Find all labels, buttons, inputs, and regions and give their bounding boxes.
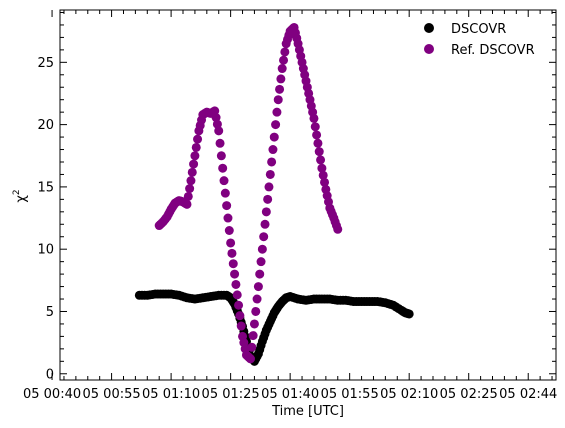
data-point (280, 47, 290, 57)
data-point (218, 163, 228, 173)
y-axis-label-superscript: 2 (12, 189, 22, 195)
data-point (265, 169, 275, 179)
data-point (216, 151, 226, 161)
data-point (259, 232, 269, 242)
data-point (273, 95, 283, 105)
data-point (275, 84, 285, 94)
y-tick-label: 5 (46, 305, 54, 320)
data-point (248, 331, 258, 341)
data-point (219, 176, 229, 186)
data-point (249, 319, 259, 329)
plot-area-frame (59, 9, 557, 381)
x-axis-ticks: 05 00:40 05 00:55 05 01:10 05 01:25 05 01:40… (23, 10, 557, 402)
data-point (252, 294, 262, 304)
data-point (404, 309, 414, 319)
x-tick-label: 05 02:25 (440, 387, 498, 402)
x-tick-label: 05 02:10 (380, 387, 438, 402)
data-point (182, 199, 192, 209)
data-point (310, 122, 320, 132)
x-tick-label: 05 02:44 (499, 387, 557, 402)
data-point (276, 74, 286, 84)
data-point (253, 282, 263, 292)
legend-marker-ref-dscovr (424, 44, 434, 54)
y-tick-label: 0 (46, 367, 54, 382)
data-point (193, 134, 203, 144)
series-ref-dscovr (154, 22, 343, 364)
data-point (277, 64, 287, 74)
x-tick-label: 05 01:25 (202, 387, 260, 402)
data-point (314, 147, 324, 157)
data-point (226, 238, 236, 248)
data-point (187, 167, 197, 177)
data-point (183, 191, 193, 201)
legend-label-dscovr: DSCOVR (451, 22, 506, 37)
data-point (317, 163, 327, 173)
data-point (190, 151, 200, 161)
data-point (235, 311, 245, 321)
y-axis-label: χ2 (12, 189, 29, 202)
data-point (231, 279, 241, 289)
data-point (185, 184, 195, 194)
data-point (214, 126, 224, 136)
legend: DSCOVR Ref. DSCOVR (424, 22, 535, 58)
scatter-points (134, 22, 414, 366)
data-point (267, 157, 277, 167)
legend-marker-dscovr (424, 23, 434, 33)
data-point (309, 113, 319, 123)
x-axis-label: Time [UTC] (271, 404, 344, 419)
x-tick-label: 05 01:10 (142, 387, 200, 402)
y-tick-label: 25 (37, 56, 54, 71)
data-point (228, 259, 238, 269)
data-point (260, 219, 270, 229)
data-point (333, 224, 343, 234)
data-point (245, 354, 255, 364)
series-dscovr (134, 289, 414, 366)
data-point (272, 107, 282, 117)
y-tick-label: 20 (37, 118, 54, 133)
data-point (232, 290, 242, 300)
x-tick-label: 05 00:40 (23, 387, 81, 402)
data-point (234, 300, 244, 310)
data-point (222, 201, 232, 211)
y-axis-ticks: 0 5 10 15 20 25 (37, 11, 556, 382)
data-point (255, 269, 265, 279)
data-point (261, 207, 271, 217)
data-point (247, 342, 257, 352)
data-point (269, 132, 279, 142)
x-tick-label: 05 01:55 (321, 387, 379, 402)
y-tick-label: 15 (37, 180, 54, 195)
data-point (186, 176, 196, 186)
data-point (256, 257, 266, 267)
data-point (318, 170, 328, 180)
data-point (224, 226, 234, 236)
data-point (271, 120, 281, 130)
data-point (227, 248, 237, 258)
data-point (320, 177, 330, 187)
data-point (230, 269, 240, 279)
y-axis-label-base: χ (14, 195, 29, 203)
x-tick-label: 05 01:40 (261, 387, 319, 402)
data-point (316, 155, 326, 165)
y-tick-label: 10 (37, 243, 54, 258)
data-point (215, 138, 225, 148)
data-point (313, 138, 323, 148)
data-point (257, 244, 267, 254)
data-point (220, 188, 230, 198)
x-tick-label: 05 00:55 (83, 387, 141, 402)
data-point (236, 321, 246, 331)
data-point (189, 159, 199, 169)
data-point (263, 194, 273, 204)
data-point (279, 55, 289, 65)
data-point (312, 130, 322, 140)
data-point (264, 182, 274, 192)
data-point (251, 306, 261, 316)
data-point (223, 213, 233, 223)
data-point (268, 145, 278, 155)
legend-label-ref-dscovr: Ref. DSCOVR (451, 43, 535, 58)
data-point (191, 142, 201, 152)
